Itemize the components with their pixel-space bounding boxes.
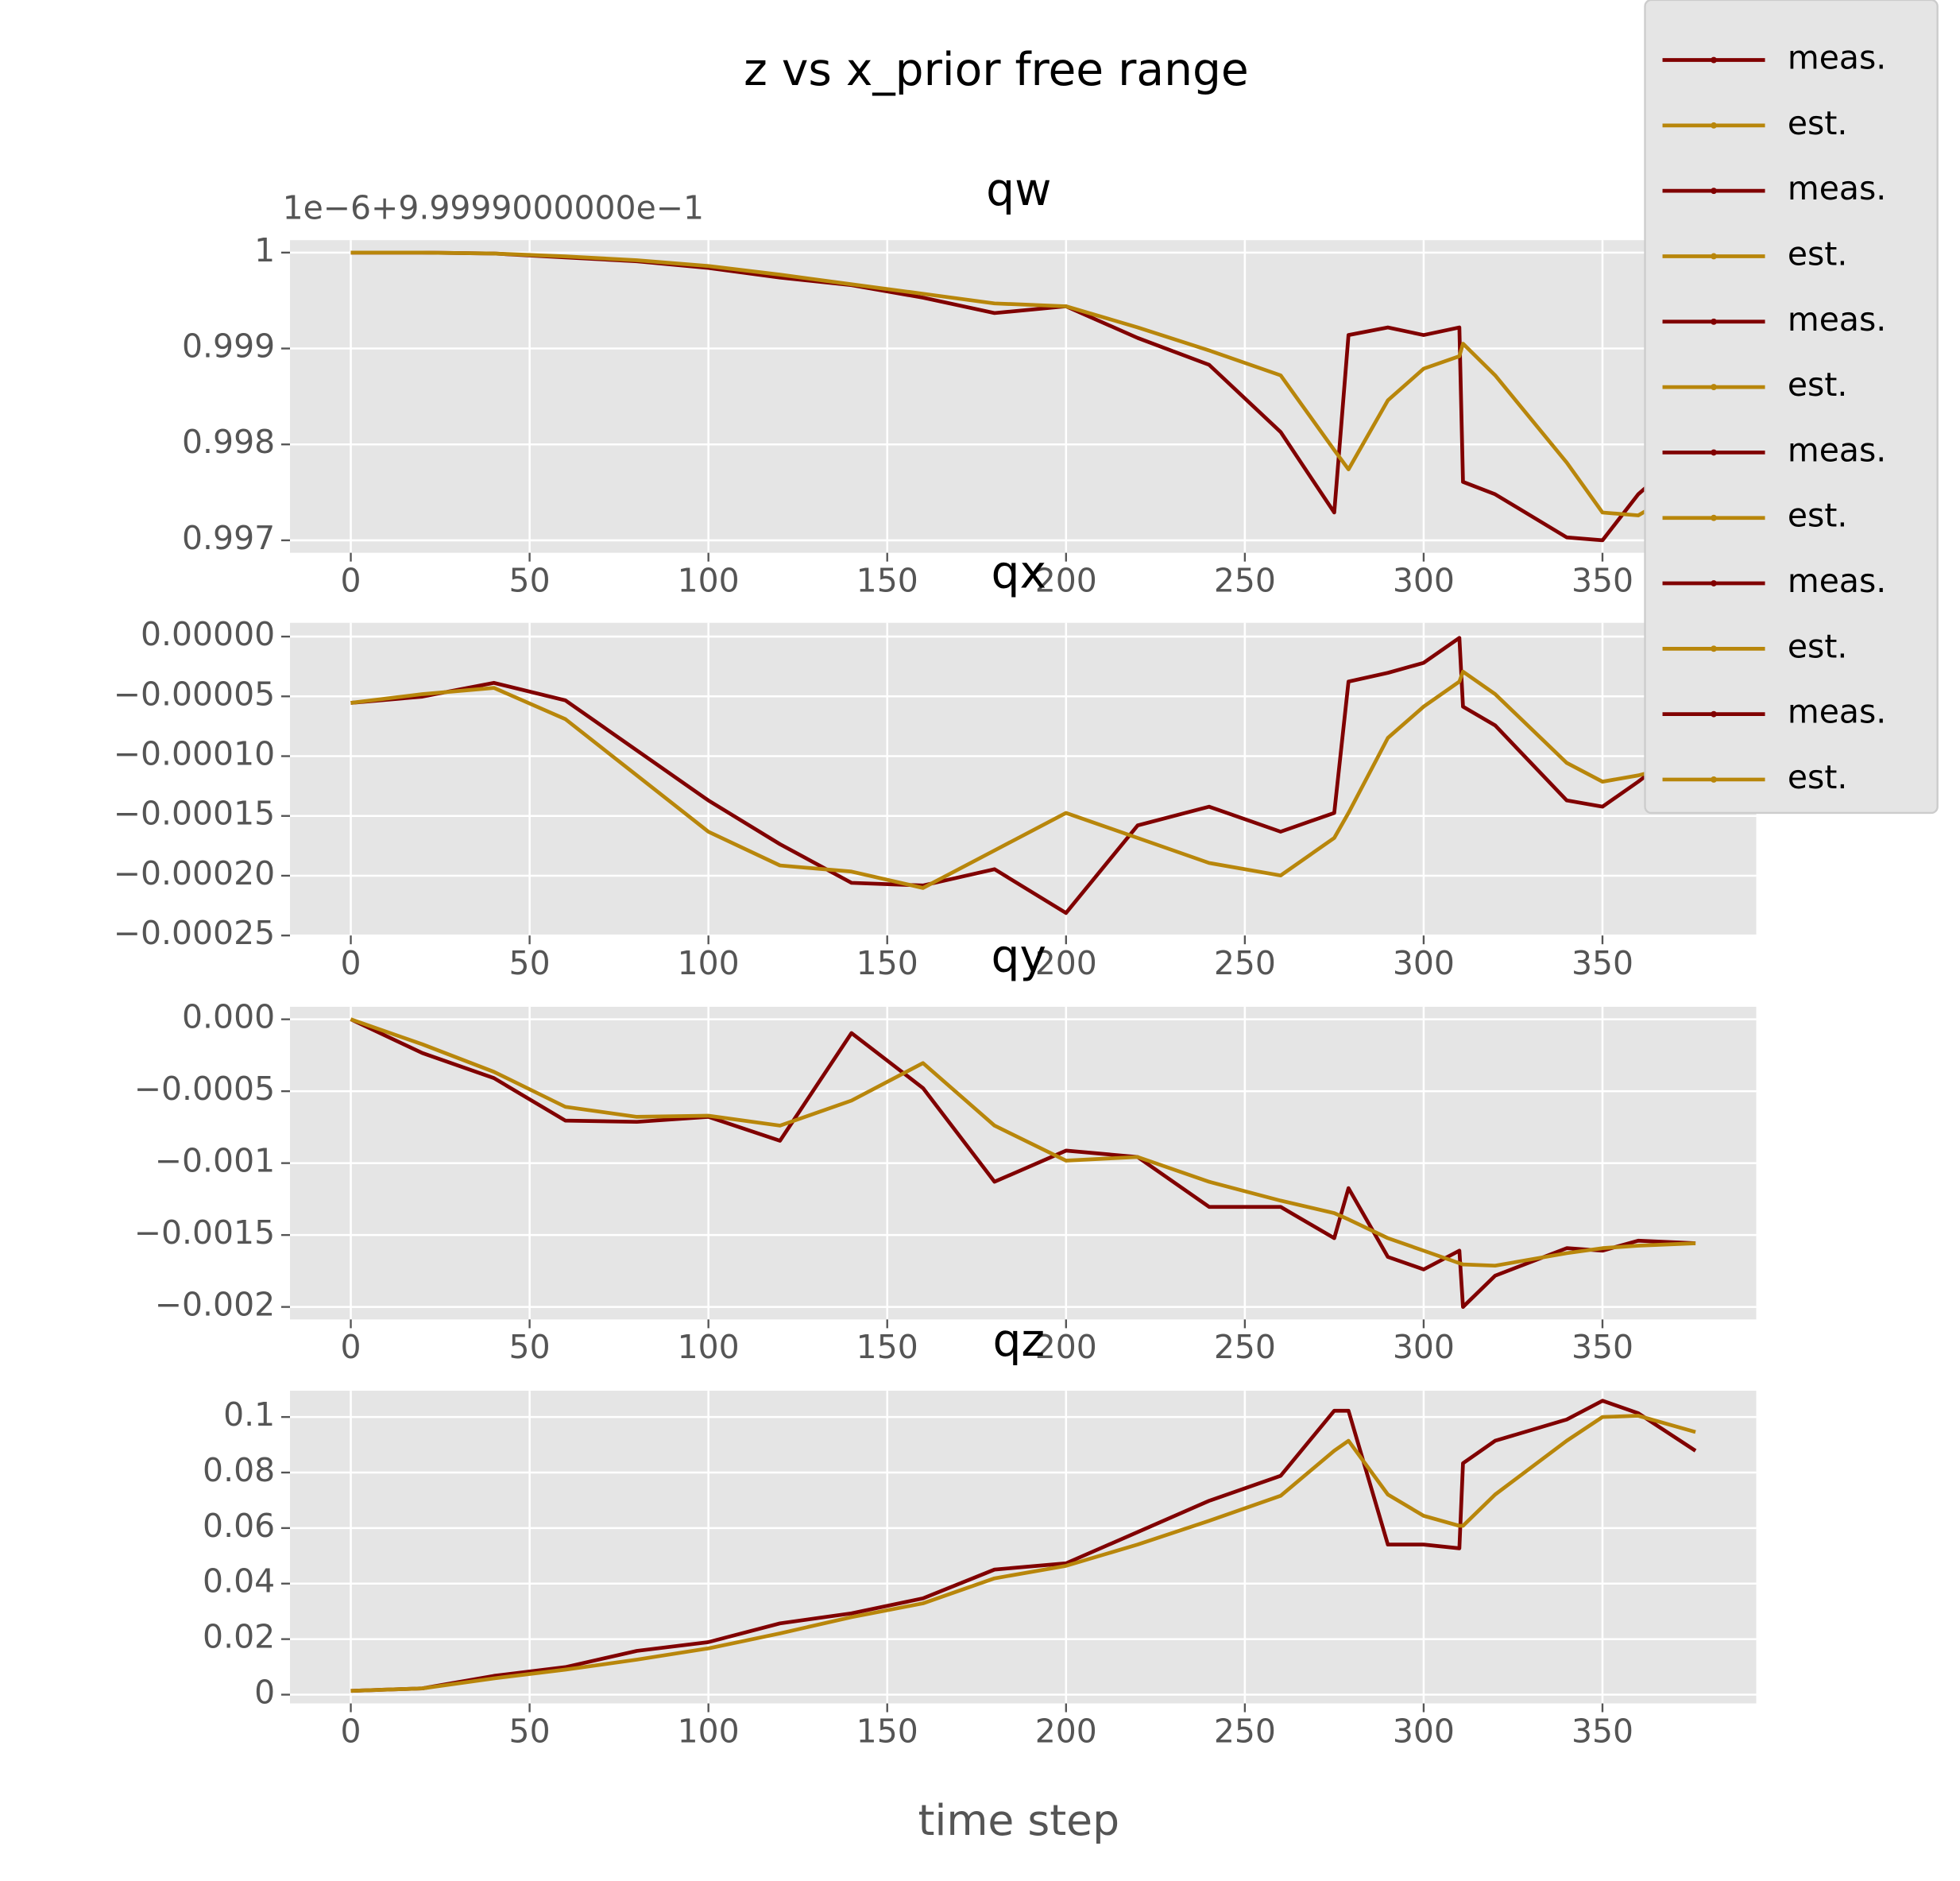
- legend-label: meas.: [1788, 431, 1886, 469]
- legend-marker: [1711, 776, 1717, 783]
- x-axis-label: time step: [918, 1795, 1119, 1845]
- x-tick-label: 50: [509, 561, 551, 599]
- series-line: [350, 669, 1696, 890]
- y-tick-label: 0.000: [182, 998, 275, 1036]
- legend-marker: [1711, 514, 1717, 521]
- x-tick-label: 300: [1393, 561, 1455, 599]
- legend-marker: [1711, 449, 1717, 456]
- x-tick-label: 150: [856, 944, 918, 982]
- figure-title: z vs x_prior free range: [744, 44, 1249, 96]
- legend-label: est.: [1788, 366, 1848, 404]
- legend-marker: [1711, 253, 1717, 260]
- series-line: [350, 1017, 1696, 1268]
- legend-label: meas.: [1788, 169, 1886, 207]
- offset-text: 1e−6+9.9999000000e−1: [283, 188, 704, 226]
- legend-label: est.: [1788, 627, 1848, 665]
- legend-label: meas.: [1788, 562, 1886, 600]
- legend-label: est.: [1788, 104, 1848, 142]
- x-tick-label: 200: [1035, 1712, 1097, 1750]
- series-line: [350, 1414, 1696, 1693]
- legend-marker: [1711, 188, 1717, 195]
- plot-area: [290, 1391, 1757, 1704]
- legend-label: est.: [1788, 758, 1848, 796]
- y-tick-label: 0.999: [182, 327, 275, 366]
- x-tick-label: 0: [341, 1328, 361, 1366]
- legend-marker: [1711, 384, 1717, 391]
- x-tick-label: 300: [1393, 1328, 1455, 1366]
- subplot-title: qz: [992, 1314, 1045, 1367]
- legend-marker: [1711, 645, 1717, 652]
- x-tick-label: 0: [341, 561, 361, 599]
- x-tick-label: 200: [1035, 561, 1097, 599]
- series-line: [350, 1399, 1697, 1693]
- plot-area: [290, 240, 1757, 553]
- y-tick-label: 0.06: [203, 1507, 275, 1545]
- subplot-title: qy: [992, 931, 1046, 983]
- y-tick-label: −0.002: [155, 1286, 275, 1324]
- x-tick-label: 50: [509, 1712, 551, 1750]
- series-line: [350, 636, 1697, 915]
- y-tick-label: 0.00000: [141, 615, 275, 653]
- x-tick-label: 150: [856, 1712, 918, 1750]
- y-tick-label: −0.00015: [114, 795, 275, 833]
- y-tick-label: −0.0005: [134, 1070, 275, 1108]
- legend-marker: [1711, 580, 1717, 586]
- x-tick-label: 150: [856, 561, 918, 599]
- series-line: [350, 250, 1697, 517]
- x-tick-label: 0: [341, 944, 361, 982]
- y-tick-label: 0.04: [203, 1562, 275, 1600]
- y-tick-label: 0.998: [182, 423, 275, 461]
- x-tick-label: 100: [678, 1712, 740, 1750]
- legend-marker: [1711, 122, 1717, 129]
- x-tick-label: 250: [1214, 1712, 1276, 1750]
- y-tick-label: 1: [254, 231, 275, 269]
- y-tick-label: −0.00010: [114, 735, 275, 773]
- legend-label: meas.: [1788, 300, 1886, 339]
- y-tick-label: −0.00020: [114, 854, 275, 892]
- x-tick-label: 200: [1035, 944, 1097, 982]
- x-tick-label: 150: [856, 1328, 918, 1366]
- y-tick-label: 0.02: [203, 1618, 275, 1656]
- legend-marker: [1711, 318, 1717, 325]
- x-tick-label: 50: [509, 1328, 551, 1366]
- y-tick-label: 0.997: [182, 519, 275, 557]
- x-tick-label: 250: [1214, 1328, 1276, 1366]
- x-tick-label: 0: [341, 1712, 361, 1750]
- y-tick-label: 0.1: [223, 1395, 275, 1434]
- legend-label: meas.: [1788, 39, 1886, 77]
- y-tick-label: −0.001: [155, 1142, 275, 1180]
- x-tick-label: 350: [1571, 944, 1633, 982]
- subplot-title: qw: [986, 164, 1051, 216]
- plot-area: [290, 622, 1757, 936]
- legend-marker: [1711, 710, 1717, 718]
- legend-marker: [1711, 56, 1717, 64]
- y-tick-label: −0.00005: [114, 675, 275, 713]
- x-tick-label: 350: [1571, 1328, 1633, 1366]
- y-tick-label: 0.08: [203, 1451, 275, 1489]
- legend-label: est.: [1788, 234, 1848, 273]
- series-line: [350, 1017, 1696, 1309]
- legend-label: est.: [1788, 497, 1848, 535]
- x-tick-label: 300: [1393, 1712, 1455, 1750]
- x-tick-label: 50: [509, 944, 551, 982]
- x-tick-label: 350: [1571, 1712, 1633, 1750]
- x-tick-label: 200: [1035, 1328, 1097, 1366]
- subplot-title: qx: [992, 547, 1046, 599]
- y-tick-label: 0: [254, 1674, 275, 1712]
- x-tick-label: 100: [678, 944, 740, 982]
- y-tick-label: −0.0015: [134, 1213, 275, 1252]
- x-tick-label: 100: [678, 561, 740, 599]
- x-tick-label: 250: [1214, 944, 1276, 982]
- x-tick-label: 300: [1393, 944, 1455, 982]
- x-tick-label: 100: [678, 1328, 740, 1366]
- x-tick-label: 250: [1214, 561, 1276, 599]
- legend-box: [1644, 0, 1939, 815]
- x-tick-label: 350: [1571, 561, 1633, 599]
- legend-label: meas.: [1788, 693, 1886, 731]
- y-tick-label: −0.00025: [114, 914, 275, 952]
